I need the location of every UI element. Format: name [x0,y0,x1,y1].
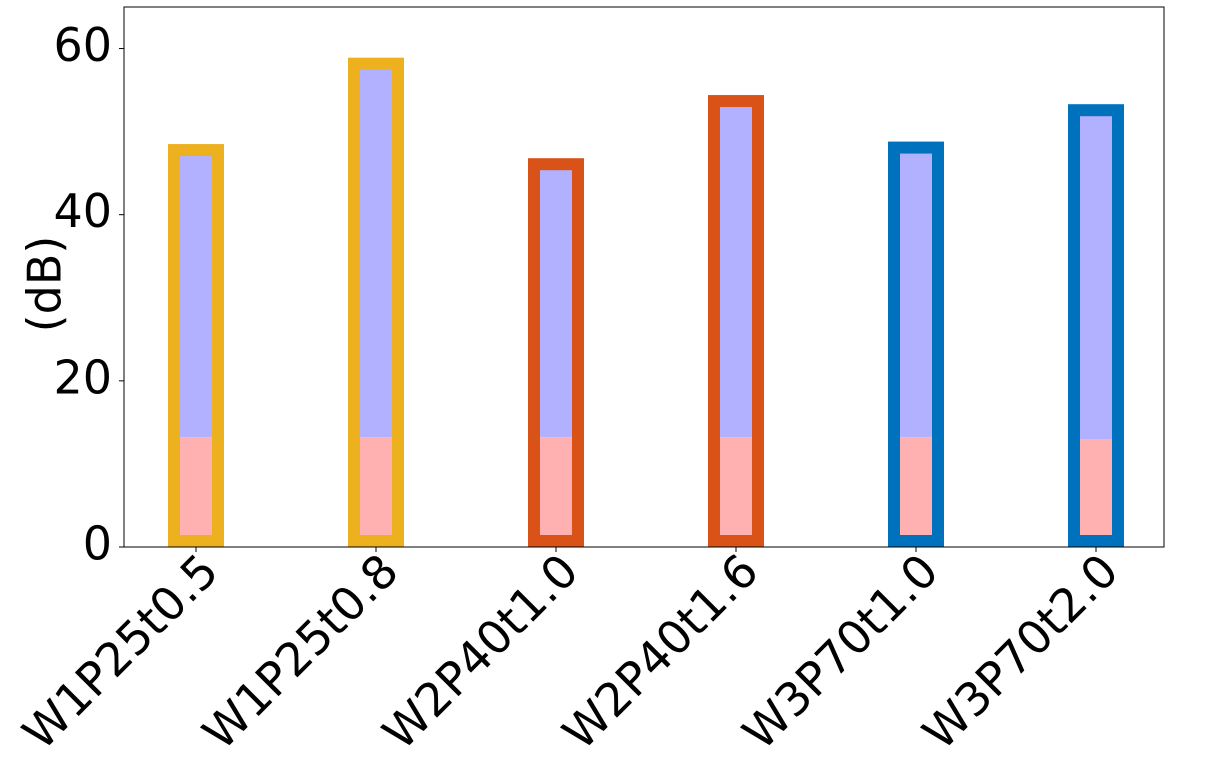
x-tick-label: W1P25t0.8 [192,543,409,760]
x-tick-label: W3P70t1.0 [732,543,949,760]
bar-outline [348,57,404,548]
bar-segment-lower [174,437,218,541]
bar-segment-lower [534,437,578,541]
x-axis: W1P25t0.5W1P25t0.8W2P40t1.0W2P40t1.6W3P7… [12,543,1129,760]
plot-area [124,7,1164,547]
plot-frame [123,6,1165,548]
bars-group [168,57,1124,548]
bar-segment-lower [1074,439,1118,541]
x-tick-label: W2P40t1.0 [372,543,589,760]
y-tick-label: 20 [53,350,112,404]
bar-segment-upper [894,151,938,438]
bar-segment-lower [354,437,398,541]
bar-segment-upper [534,168,578,438]
y-tick-label: 60 [53,18,112,72]
bar-outline [888,141,944,547]
y-axis-label: (dB) [18,236,72,333]
y-tick-label: 0 [83,517,112,571]
bar-segment-lower [894,437,938,541]
bar-segment-upper [714,105,758,438]
bar-segment-upper [1074,114,1118,440]
x-tick-label: W1P25t0.5 [12,543,229,760]
bar-segment-upper [354,67,398,438]
bar-outline [708,95,764,548]
x-tick-label: W2P40t1.6 [552,543,769,760]
bar-segment-upper [174,154,218,438]
bar-segment-lower [714,437,758,541]
x-tick-label: W3P70t2.0 [912,543,1129,760]
bar-outline [1068,104,1124,547]
bar-outline [168,144,224,547]
y-tick-label: 40 [53,184,112,238]
bar-outline [528,158,584,547]
y-axis: 0 20 40 60 [53,18,124,571]
